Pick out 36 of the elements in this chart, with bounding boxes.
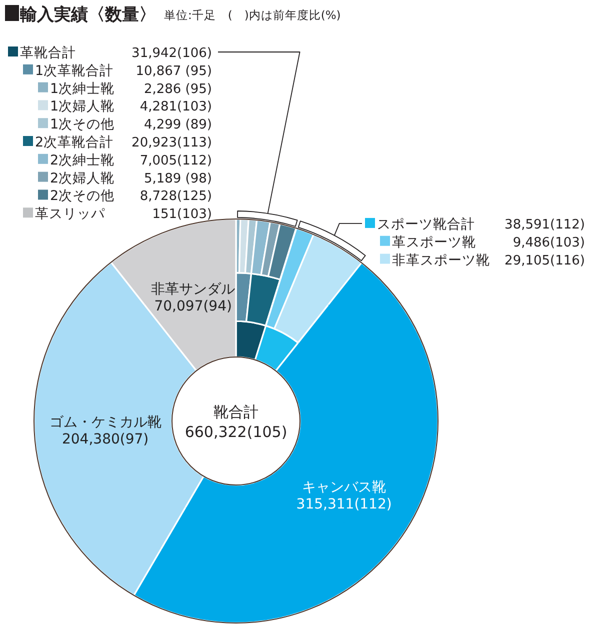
legend-label: 2次紳士靴 (50, 152, 115, 168)
data-label: 315,311(112) (296, 496, 392, 513)
slice-label: ゴム・ケミカル靴 (49, 414, 162, 430)
data-label: 29,105(116) (504, 253, 585, 268)
data-label: 4,299 (89) (144, 118, 212, 133)
legend-label: 1次その他 (50, 116, 115, 133)
data-label: 2,286 (95) (144, 82, 212, 97)
legend-label: 1次紳士靴 (50, 80, 115, 97)
legend-label: 革スポーツ靴 (392, 234, 476, 250)
data-label: 204,380(97) (62, 431, 149, 448)
data-label: 9,486(103) (512, 235, 585, 250)
legend-label: 2次革靴合計 (35, 134, 114, 150)
data-label: 38,591(112) (504, 217, 585, 232)
chart-title: 輸入実績〈数量〉 (19, 5, 156, 25)
legend-label: 2次婦人靴 (50, 170, 115, 186)
legend-label: 革スリッパ (35, 206, 106, 222)
data-label: 8,728(125) (140, 189, 212, 204)
data-label: 31,942(106) (132, 46, 212, 61)
data-label: 151(103) (152, 207, 212, 222)
legend-label: 2次その他 (50, 188, 115, 204)
data-label: 10,867 (95) (136, 64, 212, 79)
legend-label: 非革スポーツ靴 (392, 252, 490, 268)
data-label: 70,097(94) (154, 298, 232, 315)
slice-label: 非革サンダル (151, 282, 236, 298)
legend-label: 革靴合計 (20, 45, 76, 61)
data-label: 4,281(103) (140, 100, 212, 115)
data-label: 5,189 (98) (144, 171, 212, 186)
slice-label: キャンバス靴 (302, 480, 386, 496)
chart-subtitle: 単位:千足 ( )内は前年度比(%) (164, 8, 341, 22)
legend-label: 1次婦人靴 (50, 98, 115, 115)
data-label: 20,923(113) (132, 136, 212, 150)
data-label: 7,005(112) (140, 153, 212, 168)
legend-label: 1次革靴合計 (35, 62, 114, 79)
text: 靴合計 (214, 403, 258, 421)
text: 660,322(105) (184, 423, 288, 441)
legend-label: スポーツ靴合計 (377, 216, 475, 232)
